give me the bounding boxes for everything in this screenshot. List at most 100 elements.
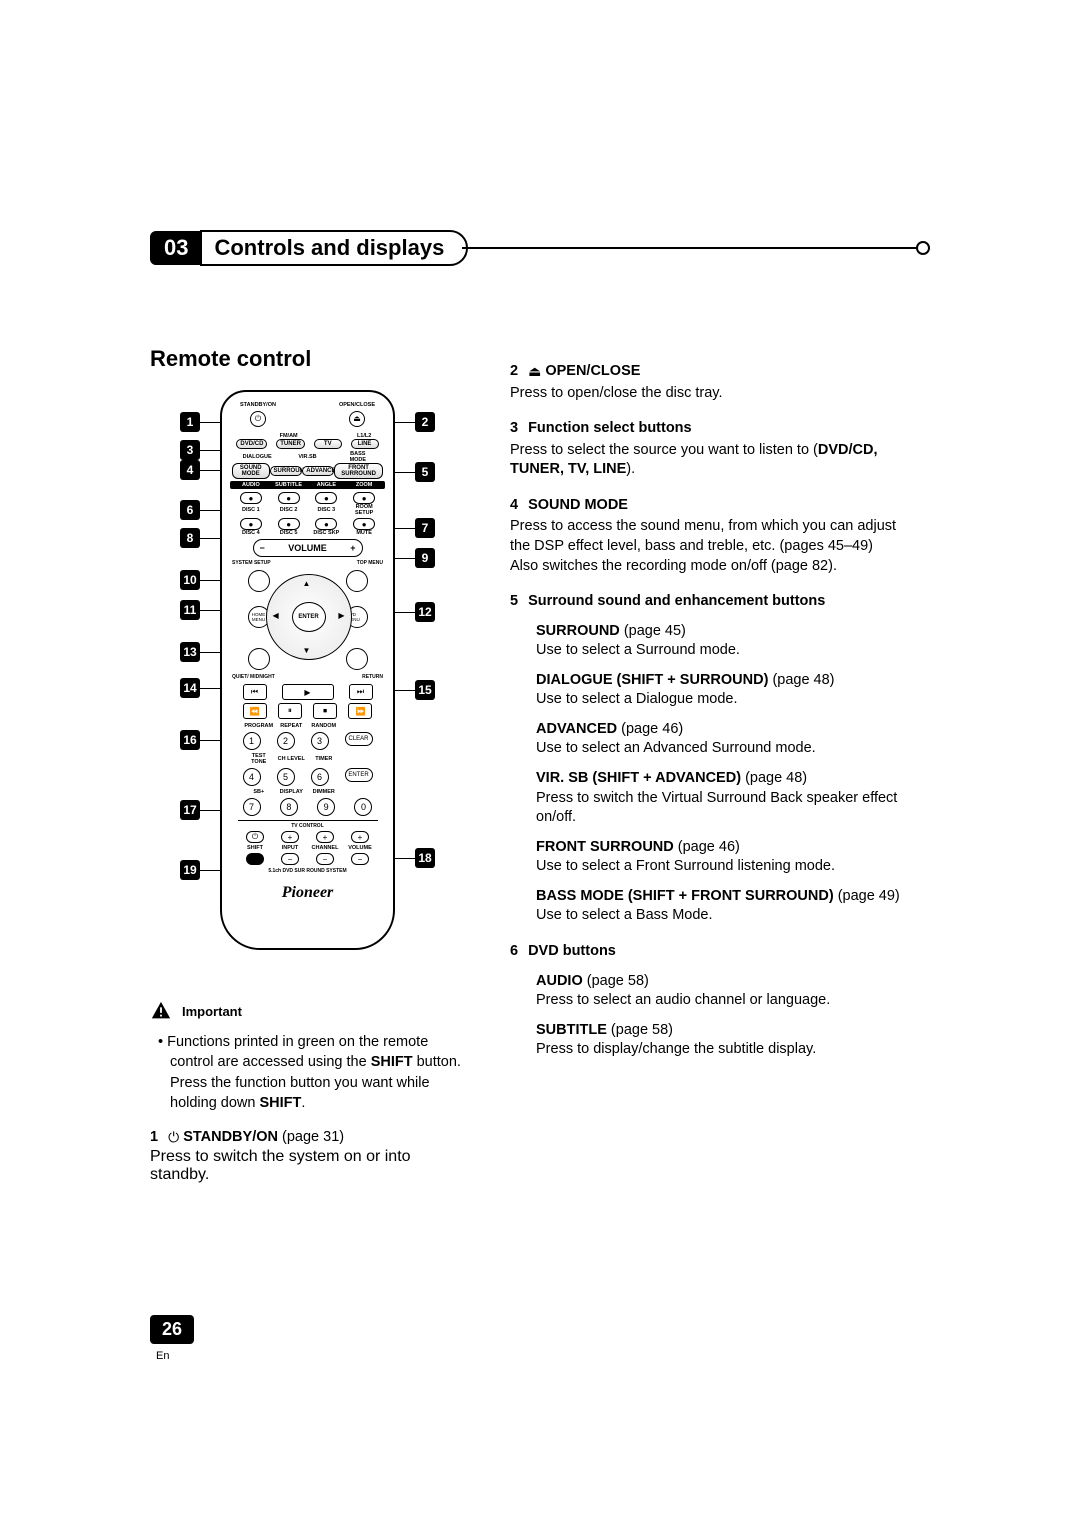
tv-control-label: TV CONTROL — [238, 823, 378, 829]
entry-body-2: Press to open/close the disc tray. — [510, 384, 900, 404]
callout-18: 18 — [415, 848, 435, 868]
pause-icon: ⏸ — [278, 703, 302, 719]
callout-line-8 — [200, 538, 220, 539]
callout-line-3 — [200, 450, 220, 451]
entry-body-4: Press to access the sound menu, from whi… — [510, 517, 900, 576]
remote-btn-test-tone: TEST TONE — [244, 753, 274, 765]
quiet-label: QUIET/ MIDNIGHT — [232, 674, 275, 680]
callout-15: 15 — [415, 680, 435, 700]
num-6: 6 — [311, 768, 329, 786]
clear-button: CLEAR — [345, 732, 373, 746]
callout-16: 16 — [180, 730, 200, 750]
sub-entry-6-1: SUBTITLE (page 58)Press to display/chang… — [536, 1021, 900, 1060]
callout-line-4 — [200, 470, 220, 471]
remote-btn-sound-mode: SOUND MODE — [232, 463, 270, 479]
sub-entry-5-4: FRONT SURROUND (page 46)Use to select a … — [536, 838, 900, 877]
next-track-icon: ⏭ — [349, 684, 373, 700]
callout-13: 13 — [180, 642, 200, 662]
remote-btn-tv: TV — [314, 439, 342, 449]
num-4: 4 — [243, 768, 261, 786]
callout-line-13 — [200, 652, 220, 653]
callout-line-2 — [395, 422, 415, 423]
remote-btn-disc-3: DISC 3 — [311, 507, 341, 513]
stop-icon: ⏹ — [313, 703, 337, 719]
callout-line-19 — [200, 870, 220, 871]
remote-btn-repeat: REPEAT — [276, 723, 306, 729]
enter-button: ENTER — [292, 602, 326, 632]
disc-btn: ● — [278, 492, 300, 504]
volume-label: VOLUME — [288, 543, 327, 553]
standby-button: ⏻ — [250, 411, 266, 427]
remote-btn-disc-skp: DISC SKP — [311, 530, 341, 536]
callout-line-1 — [200, 422, 220, 423]
imp-post: . — [301, 1095, 305, 1111]
tv-label-shift: SHIFT — [241, 845, 269, 851]
callout-3: 3 — [180, 440, 200, 460]
tv-label-channel: CHANNEL — [311, 845, 339, 851]
disc-btn: ● — [315, 492, 337, 504]
left-arrow-icon: ◀ — [273, 611, 279, 620]
remote-label-zoom: ZOOM — [347, 482, 381, 488]
manual-page: 03 Controls and displays Remote control … — [150, 230, 930, 1184]
entry-body-3: Press to select the source you want to l… — [510, 441, 900, 480]
remote-btn-surround: SURROUND — [270, 466, 303, 476]
number-pad: PROGRAMREPEATRANDOM 1 2 3 CLEAR TEST TON… — [243, 723, 373, 816]
tv-plus-icon: + — [281, 831, 299, 843]
chapter-number: 03 — [150, 231, 202, 265]
callout-8: 8 — [180, 528, 200, 548]
entry-5: 5Surround sound and enhancement buttonsS… — [510, 592, 900, 926]
remote-btn-dimmer: DIMMER — [309, 789, 339, 795]
tv-plus3-icon: + — [351, 831, 369, 843]
entry-head-1: 1⏻ STANDBY/ON (page 31) — [150, 1129, 470, 1146]
remote-btn-disc-4: DISC 4 — [236, 530, 266, 536]
callout-1: 1 — [180, 412, 200, 432]
chapter-endcap — [916, 241, 930, 255]
openclose-button: ⏏ — [349, 411, 365, 427]
important-text: • Functions printed in green on the remo… — [150, 1032, 470, 1113]
tv-minus3-icon: − — [351, 853, 369, 865]
remote-btn-room-setup: ROOM SETUP — [349, 504, 379, 516]
right-column: 2⏏ OPEN/CLOSEPress to open/close the dis… — [510, 346, 900, 1184]
callout-line-9 — [395, 558, 415, 559]
remote-btn-bass-mode: BASS MODE — [343, 451, 373, 463]
openclose-label: OPEN/CLOSE — [339, 402, 375, 408]
disc-btn: ● — [278, 518, 300, 530]
page-number: 26 — [150, 1315, 194, 1344]
entry-head-5: 5Surround sound and enhancement buttons — [510, 592, 900, 612]
bottom-model-text: 5.1ch DVD SUR ROUND SYSTEM — [238, 868, 378, 874]
rewind-icon: ⏪ — [243, 703, 267, 719]
sub-entry-5-2: ADVANCED (page 46)Use to select an Advan… — [536, 720, 900, 759]
remote-label-subtitle: SUBTITLE — [272, 482, 306, 488]
callout-11: 11 — [180, 600, 200, 620]
tv-minus2-icon: − — [316, 853, 334, 865]
remote-btn-program: PROGRAM — [244, 723, 274, 729]
important-label: Important — [182, 1004, 242, 1019]
disc-btn: ● — [240, 518, 262, 530]
disc-btn: ● — [315, 518, 337, 530]
callout-line-6 — [200, 510, 220, 511]
enter-pill: ENTER — [345, 768, 373, 782]
callout-line-10 — [200, 580, 220, 581]
remote-btn-tuner: TUNER — [276, 439, 305, 449]
callout-line-15 — [395, 690, 415, 691]
num-5: 5 — [277, 768, 295, 786]
remote-btn-dvd-cd: DVD/CD — [236, 439, 267, 449]
entry-4: 4SOUND MODEPress to access the sound men… — [510, 496, 900, 576]
remote-btn-disc-5: DISC 5 — [274, 530, 304, 536]
entry-head-2: 2⏏ OPEN/CLOSE — [510, 362, 900, 382]
remote-btn-timer: TIMER — [309, 756, 339, 762]
vol-minus-icon: − — [260, 543, 265, 553]
remote-body: STANDBY/ON ⏻ OPEN/CLOSE ⏏ FM/AML1/L2 DVD… — [220, 390, 395, 950]
quiet-button — [248, 648, 270, 670]
top-menu-label: TOP MENU — [357, 560, 383, 566]
remote-btn-disc-2: DISC 2 — [274, 507, 304, 513]
callout-5: 5 — [415, 462, 435, 482]
section-title: Remote control — [150, 346, 470, 372]
entry-head-6: 6DVD buttons — [510, 942, 900, 962]
disc-btn: ● — [353, 518, 375, 530]
callout-4: 4 — [180, 460, 200, 480]
entry-head-3: 3Function select buttons — [510, 419, 900, 439]
important-box: Important — [150, 1000, 470, 1022]
transport-controls: ⏮ ▶ ⏭ ⏪ ⏸ ⏹ ⏩ — [243, 684, 373, 719]
tv-minus-icon: − — [281, 853, 299, 865]
